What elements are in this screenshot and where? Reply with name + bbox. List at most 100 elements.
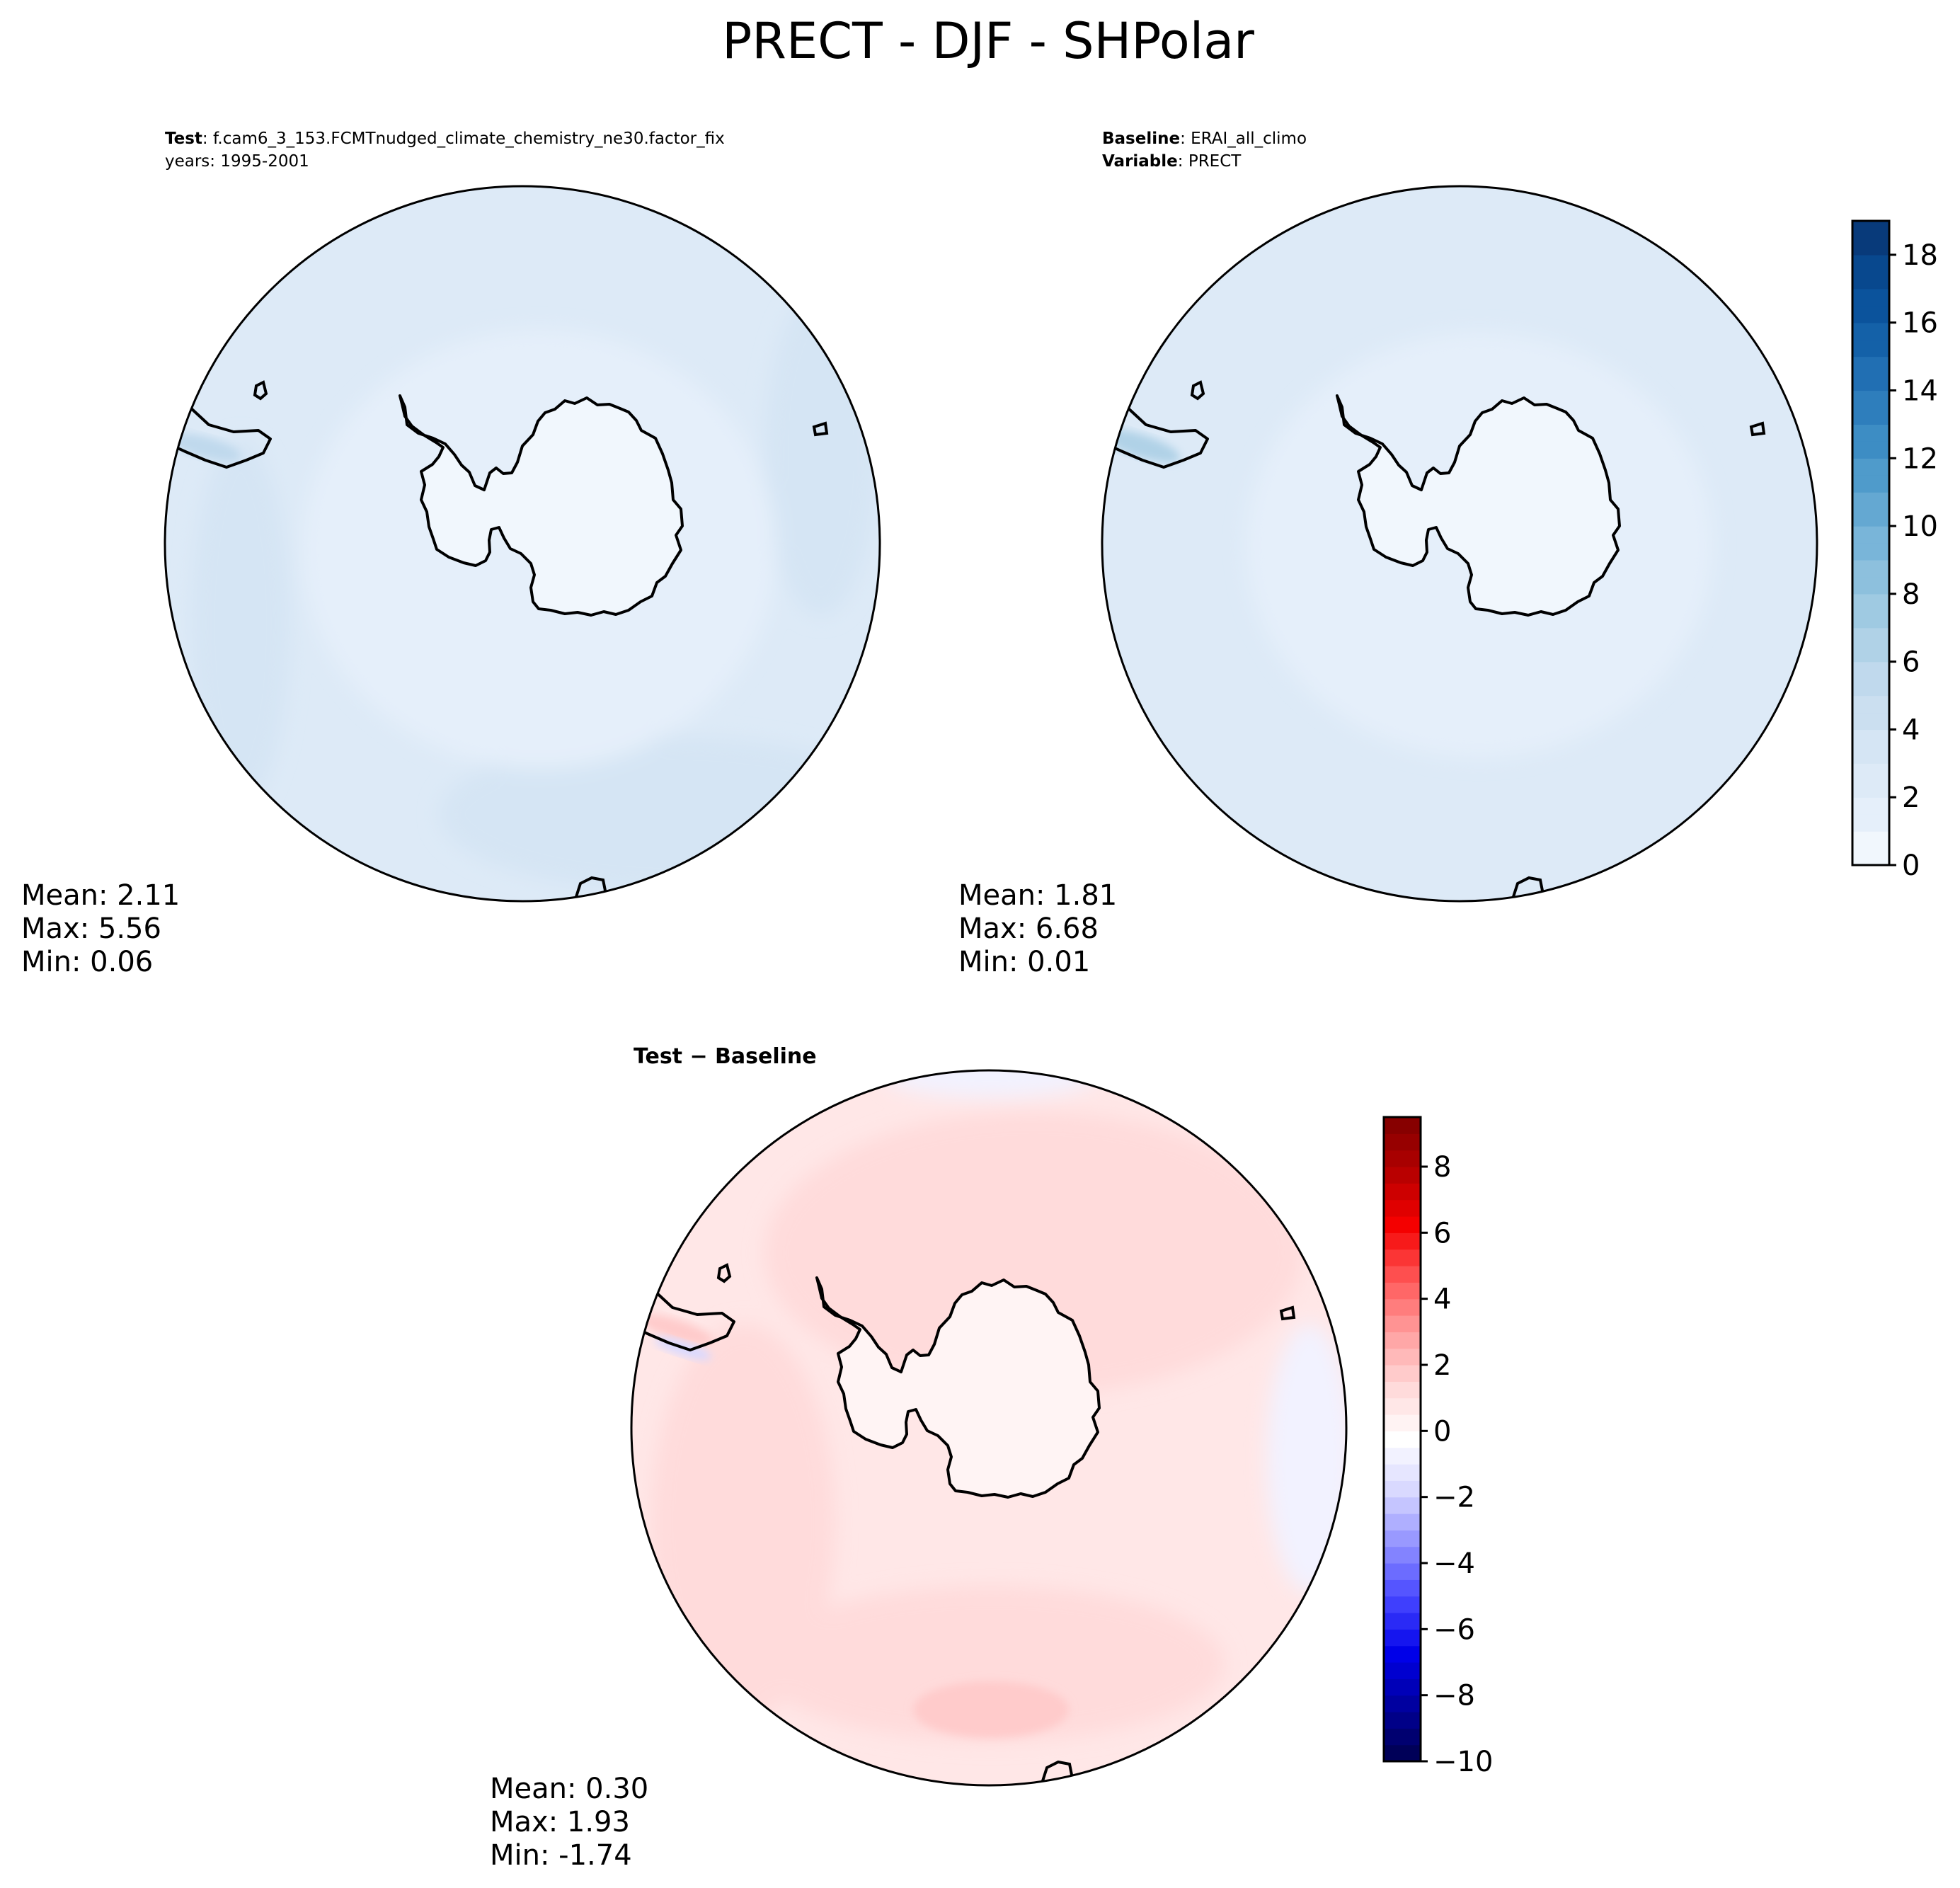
baseline-header-line1: Baseline: ERAI_all_climo xyxy=(1102,130,1307,148)
precip-colorbar: 0 2 4 6 8 10 12 14 16 18 xyxy=(1851,219,1938,882)
precip-colorbar-frame xyxy=(1851,219,1891,866)
baseline-kerguelen-island xyxy=(1749,421,1766,437)
difference-colorbar-segment xyxy=(1384,1497,1421,1514)
difference-ross-sea-max xyxy=(913,1681,1069,1738)
precip-colorbar-segment xyxy=(1852,288,1889,307)
difference-colorbar-segment xyxy=(1384,1282,1421,1300)
precip-colorbar-tick-label: 10 xyxy=(1902,510,1938,543)
difference-colorbar-segment xyxy=(1384,1695,1421,1712)
difference-min: Min: -1.74 xyxy=(490,1839,632,1872)
difference-colorbar-segment xyxy=(1384,1315,1421,1332)
precip-colorbar-segment xyxy=(1852,407,1889,425)
precip-colorbar-segment xyxy=(1852,458,1889,476)
difference-colorbar-segment xyxy=(1384,1579,1421,1597)
difference-colorbar-segment xyxy=(1384,1216,1421,1233)
baseline-map-boundary xyxy=(1101,185,1818,903)
difference-colorbar-tick-label: 2 xyxy=(1433,1349,1451,1382)
precip-colorbar-segment xyxy=(1852,339,1889,357)
difference-colorbar-segment xyxy=(1384,1744,1421,1762)
difference-colorbar-tick-label: −2 xyxy=(1433,1482,1475,1514)
precip-colorbar-segment xyxy=(1852,678,1889,697)
difference-colorbar-segment xyxy=(1384,1514,1421,1531)
difference-colorbar-segment xyxy=(1384,1266,1421,1283)
precip-colorbar-tick-label: 8 xyxy=(1902,578,1920,611)
precip-colorbar-tick-label: 12 xyxy=(1902,442,1938,475)
test-min: Min: 0.06 xyxy=(21,946,153,978)
precip-colorbar-segment xyxy=(1852,254,1889,273)
difference-colorbar-segment xyxy=(1384,1662,1421,1679)
precip-colorbar-segment xyxy=(1852,356,1889,374)
difference-colorbar-tick-label: 8 xyxy=(1433,1151,1451,1184)
difference-colorbar-segment xyxy=(1384,1167,1421,1184)
difference-colorbar-segment xyxy=(1384,1629,1421,1647)
difference-colorbar-segment xyxy=(1384,1678,1421,1696)
difference-colorbar-segment xyxy=(1384,1150,1421,1167)
precip-colorbar-segment xyxy=(1852,712,1889,731)
precip-colorbar-segment xyxy=(1852,814,1889,832)
test-header-line2: years: 1995-2001 xyxy=(165,152,309,171)
baseline-map xyxy=(1102,186,1817,901)
difference-colorbar-segment xyxy=(1384,1414,1421,1431)
difference-colorbar-segment xyxy=(1384,1530,1421,1547)
difference-map-boundary xyxy=(630,1069,1348,1787)
precip-colorbar-segment xyxy=(1852,593,1889,612)
difference-colorbar-tick-label: −8 xyxy=(1433,1680,1475,1712)
difference-colorbar-frame xyxy=(1382,1116,1422,1763)
precip-colorbar-segment xyxy=(1852,322,1889,341)
test-mean: Mean: 2.11 xyxy=(21,879,180,912)
precip-colorbar-segment xyxy=(1852,848,1889,866)
precip-colorbar-tick-label: 6 xyxy=(1902,646,1920,679)
difference-pacific-positive xyxy=(757,1586,1225,1741)
difference-colorbar-segment xyxy=(1384,1365,1421,1382)
difference-max: Max: 1.93 xyxy=(490,1806,630,1838)
precip-colorbar-tick-label: 16 xyxy=(1902,307,1938,340)
precip-colorbar-segment xyxy=(1852,576,1889,595)
precip-colorbar-segment xyxy=(1852,424,1889,442)
precip-colorbar-segment xyxy=(1852,695,1889,714)
difference-colorbar-segment xyxy=(1384,1199,1421,1217)
baseline-min: Min: 0.01 xyxy=(958,946,1090,978)
difference-colorbar-segment xyxy=(1384,1596,1421,1613)
precip-colorbar-segment xyxy=(1852,763,1889,781)
difference-colorbar-segment xyxy=(1384,1397,1421,1415)
precip-colorbar-segment xyxy=(1852,627,1889,646)
precip-colorbar-segment xyxy=(1852,441,1889,459)
difference-colorbar-segment xyxy=(1384,1117,1421,1134)
test-max: Max: 5.56 xyxy=(21,912,161,945)
test-kerguelen-island xyxy=(812,421,829,437)
difference-colorbar-segment xyxy=(1384,1183,1421,1201)
test-indian-cell xyxy=(764,290,878,616)
precip-colorbar-segment xyxy=(1852,644,1889,663)
difference-panel: Test − Baseline Mean: 0.30 Max: 1.93 Min xyxy=(490,1044,1493,1872)
precip-colorbar-tick-label: 14 xyxy=(1902,374,1938,407)
difference-falkland-islands xyxy=(716,1263,732,1283)
figure-title: PRECT - DJF - SHPolar xyxy=(722,12,1254,70)
difference-colorbar: −10 −8 −6 −4 −2 0 2 4 6 8 xyxy=(1382,1116,1493,1778)
baseline-panel: Baseline: ERAI_all_climo Variable: PRECT… xyxy=(958,130,1938,978)
test-header-line1: Test: f.cam6_3_153.FCMTnudged_climate_ch… xyxy=(165,130,725,148)
difference-south-america-coast xyxy=(633,1288,735,1351)
precip-colorbar-segment xyxy=(1852,492,1889,510)
precip-colorbar-segment xyxy=(1852,729,1889,747)
difference-mean: Mean: 0.30 xyxy=(490,1773,648,1805)
difference-colorbar-segment xyxy=(1384,1249,1421,1266)
precip-colorbar-tick-label: 0 xyxy=(1902,849,1920,882)
precip-colorbar-segment xyxy=(1852,390,1889,408)
difference-west-positive xyxy=(651,1324,835,1720)
baseline-south-america-coast xyxy=(1106,406,1209,469)
precip-colorbar-segment xyxy=(1852,526,1889,544)
difference-colorbar-segment xyxy=(1384,1348,1421,1366)
precip-colorbar-segment xyxy=(1852,221,1889,239)
difference-colorbar-tick-label: 4 xyxy=(1433,1283,1451,1316)
precip-colorbar-segment xyxy=(1852,559,1889,578)
difference-colorbar-tick-label: −10 xyxy=(1433,1746,1493,1778)
difference-title: Test − Baseline xyxy=(634,1044,817,1069)
test-map xyxy=(165,186,880,901)
precip-colorbar-segment xyxy=(1852,610,1889,629)
difference-colorbar-tick-label: −6 xyxy=(1433,1613,1475,1646)
precip-colorbar-tick-label: 4 xyxy=(1902,714,1920,746)
difference-colorbar-segment xyxy=(1384,1232,1421,1250)
difference-colorbar-segment xyxy=(1384,1431,1421,1448)
difference-colorbar-tick-label: −4 xyxy=(1433,1547,1475,1580)
